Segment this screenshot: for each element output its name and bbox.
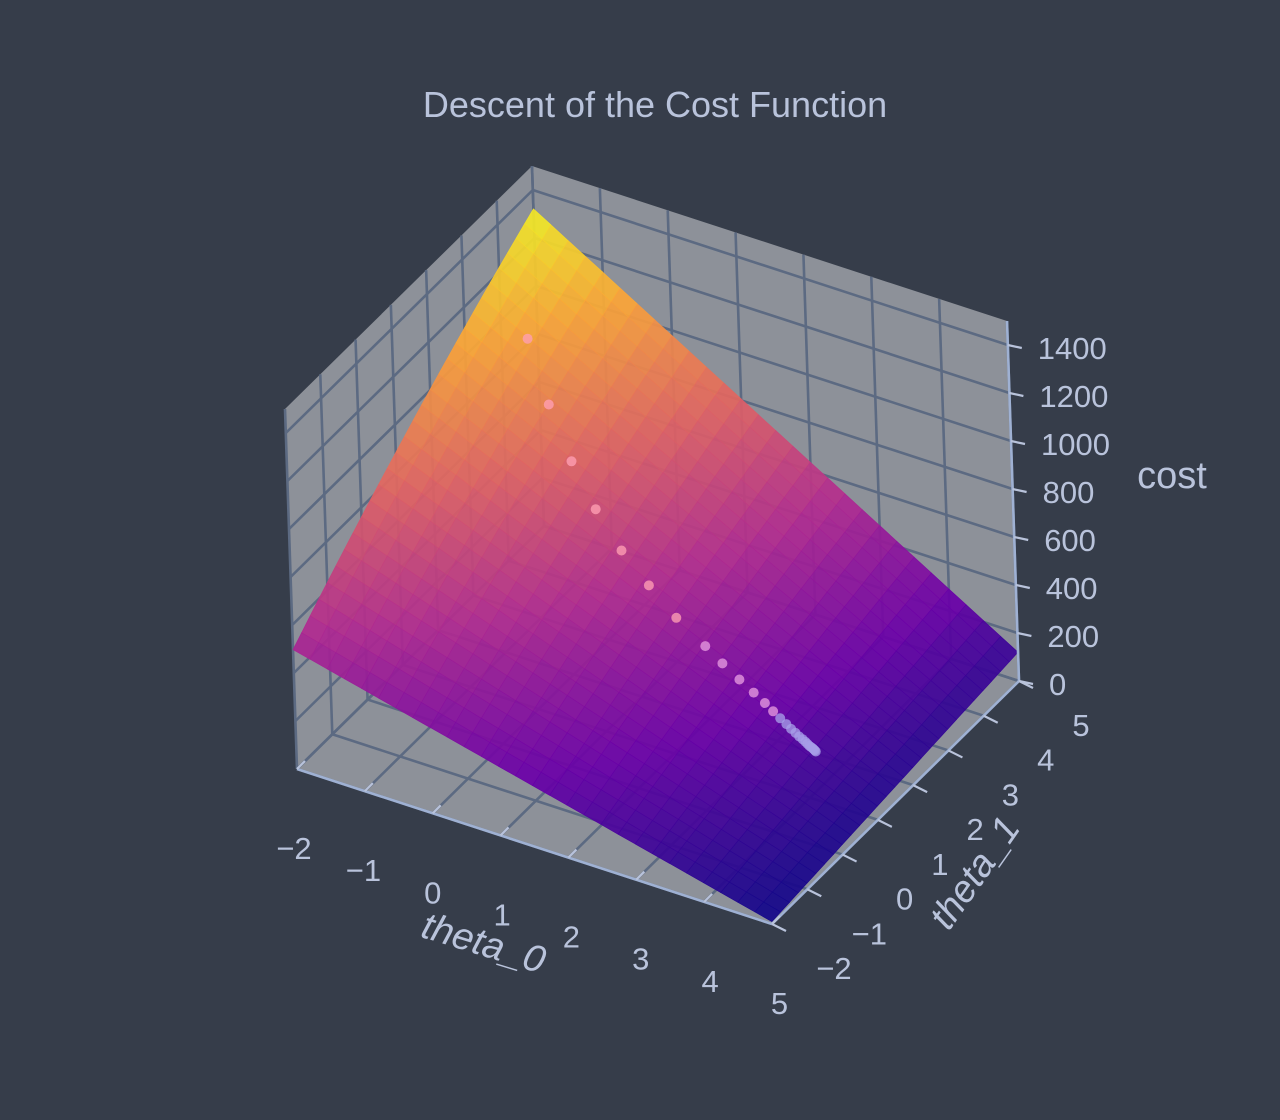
z-tick-mark — [1015, 583, 1031, 590]
back-gridline-z — [532, 188, 1009, 347]
left-gridline-y — [283, 408, 299, 770]
axis-lines — [296, 320, 1021, 926]
cost-surface — [292, 208, 1019, 922]
x-tick-label: −2 — [276, 831, 311, 866]
y-tick-label: 5 — [1072, 708, 1089, 743]
y-tick-label: 2 — [966, 812, 983, 847]
x-axis-line — [296, 767, 773, 926]
z-tick-label: 1400 — [1038, 331, 1107, 366]
x-tick-label: 1 — [493, 897, 510, 932]
back-gridline-z — [533, 236, 1010, 395]
z-tick-mark — [1018, 679, 1034, 686]
y-tick-mark — [806, 888, 822, 898]
descent-path — [522, 333, 821, 757]
y-tick-label: 0 — [896, 882, 913, 917]
x-tick-label: 3 — [632, 942, 649, 977]
descent-point — [616, 545, 627, 556]
x-tick-label: 2 — [563, 920, 580, 955]
descent-point — [671, 612, 682, 623]
z-tick-label: 0 — [1049, 667, 1066, 702]
y-tick-mark — [842, 853, 858, 863]
x-tick-mark — [703, 893, 713, 903]
x-tick-label: 5 — [771, 986, 788, 1021]
descent-point — [543, 399, 554, 410]
y-tick-label: 4 — [1037, 743, 1054, 778]
z-axis-line — [1005, 320, 1021, 682]
z-tick-mark — [1012, 487, 1027, 494]
z-tick-mark — [1013, 535, 1029, 542]
x-tick-label: 0 — [424, 875, 441, 910]
y-tick-label: 1 — [931, 847, 948, 882]
descent-point — [734, 674, 745, 685]
y-tick-label: −2 — [816, 951, 851, 986]
descent-point — [590, 504, 601, 515]
descent-point — [768, 706, 779, 717]
tick-labels: −2−1012345−2−101234502004006008001000120… — [276, 331, 1110, 1021]
x-tick-mark — [296, 760, 306, 770]
z-axis-label: cost — [1137, 455, 1207, 497]
x-tick-mark — [364, 782, 374, 792]
y-tick-mark — [771, 923, 787, 932]
y-tick-mark — [912, 784, 928, 794]
descent-point — [748, 687, 759, 698]
z-tick-label: 400 — [1046, 571, 1098, 606]
x-tick-label: −1 — [346, 853, 381, 888]
surface-patch — [754, 901, 782, 922]
z-tick-label: 1000 — [1041, 427, 1110, 462]
x-tick-mark — [499, 826, 510, 837]
y-axis-line — [771, 680, 1020, 925]
x-axis-label: theta_0 — [417, 905, 551, 982]
x-tick-mark — [431, 804, 442, 815]
z-tick-label: 1200 — [1039, 379, 1108, 414]
left-gridline-z — [284, 189, 534, 434]
x-tick-mark — [635, 870, 646, 881]
x-tick-mark — [771, 915, 781, 925]
z-tick-label: 200 — [1047, 619, 1099, 654]
descent-point — [717, 658, 728, 669]
z-tick-label: 600 — [1044, 523, 1096, 558]
z-tick-mark — [1017, 631, 1032, 638]
z-tick-label: 800 — [1043, 475, 1095, 510]
x-tick-mark — [567, 848, 578, 859]
descent-point — [810, 746, 821, 757]
left-gridline-y — [318, 374, 334, 735]
descent-point — [522, 333, 533, 344]
descent-point — [643, 580, 654, 591]
descent-point — [759, 698, 770, 708]
descent-point — [700, 641, 711, 652]
descent-point — [566, 456, 577, 467]
z-tick-mark — [1007, 343, 1023, 350]
x-tick-label: 4 — [701, 964, 718, 999]
z-tick-mark — [1010, 439, 1026, 446]
chart-title: Descent of the Cost Function — [423, 84, 887, 125]
y-tick-mark — [983, 714, 999, 724]
y-tick-mark — [947, 749, 963, 759]
y-tick-label: 3 — [1002, 777, 1019, 812]
z-tick-mark — [1009, 391, 1024, 398]
y-tick-mark — [877, 818, 893, 828]
y-tick-label: −1 — [852, 916, 887, 951]
